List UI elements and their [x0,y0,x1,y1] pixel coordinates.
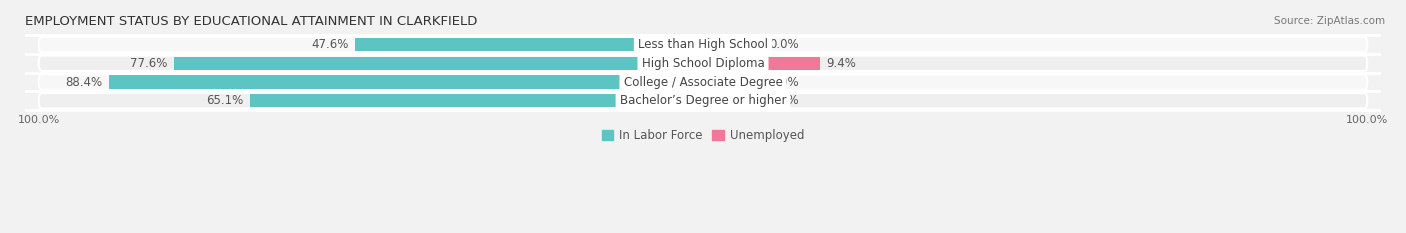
Text: 0.0%: 0.0% [769,75,799,89]
Bar [174,57,643,70]
Text: Bachelor’s Degree or higher: Bachelor’s Degree or higher [620,94,786,107]
Text: Less than High School: Less than High School [638,38,768,51]
Text: 77.6%: 77.6% [131,57,167,70]
Text: 0.0%: 0.0% [769,94,799,107]
Text: 9.4%: 9.4% [827,57,856,70]
FancyBboxPatch shape [39,74,1367,90]
FancyBboxPatch shape [39,37,1367,52]
FancyBboxPatch shape [39,93,1367,108]
Text: Source: ZipAtlas.com: Source: ZipAtlas.com [1274,16,1385,26]
Legend: In Labor Force, Unemployed: In Labor Force, Unemployed [598,124,808,147]
Text: 47.6%: 47.6% [312,38,349,51]
Bar [763,57,820,70]
Bar [108,75,643,89]
Bar [250,94,643,107]
Text: 65.1%: 65.1% [205,94,243,107]
Text: EMPLOYMENT STATUS BY EDUCATIONAL ATTAINMENT IN CLARKFIELD: EMPLOYMENT STATUS BY EDUCATIONAL ATTAINM… [25,15,478,28]
FancyBboxPatch shape [39,56,1367,71]
Text: 0.0%: 0.0% [769,38,799,51]
Text: 88.4%: 88.4% [65,75,103,89]
Text: College / Associate Degree: College / Associate Degree [624,75,782,89]
Text: High School Diploma: High School Diploma [641,57,765,70]
Bar [356,38,643,51]
